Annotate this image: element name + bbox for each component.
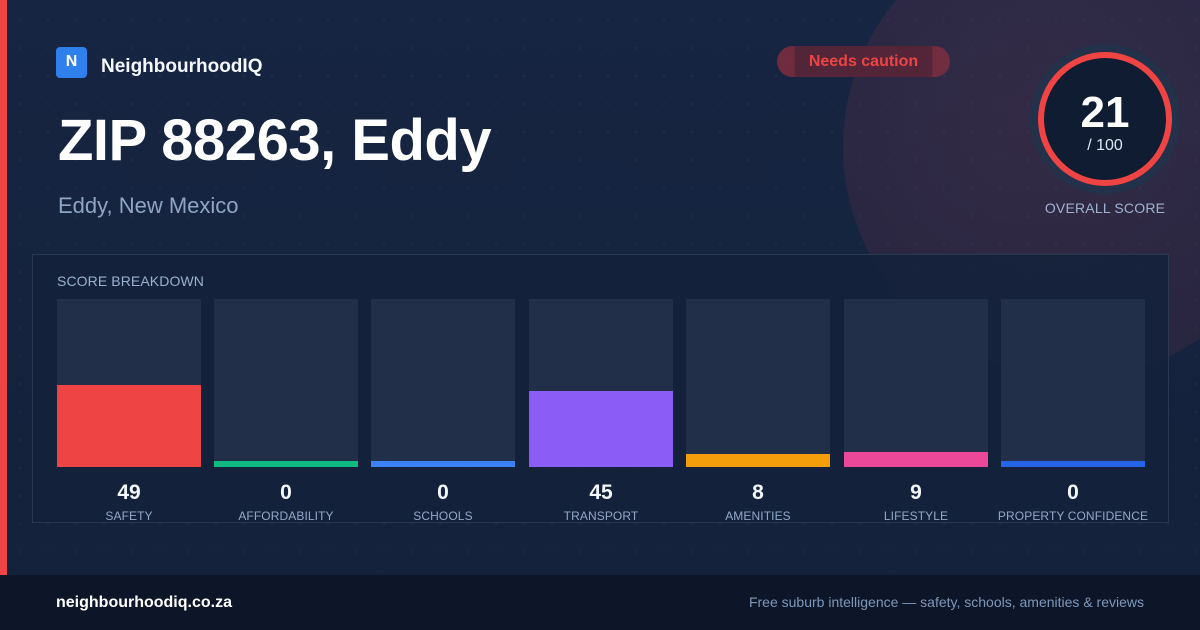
metric-schools: 0 SCHOOLS <box>371 299 515 523</box>
score-ring-inner-fill <box>1041 55 1169 183</box>
metric-label: PROPERTY CONFIDENCE <box>997 509 1149 523</box>
metric-affordability: 0 AFFORDABILITY <box>214 299 358 523</box>
score-breakdown-bars: 49 SAFETY 0 AFFORDABILITY 0 SCHOOLS 45 TRANSPOR… <box>57 299 1148 523</box>
location-subtitle: Eddy, New Mexico <box>58 193 239 218</box>
metric-value: 9 <box>910 481 922 504</box>
metric-value: 45 <box>589 481 613 504</box>
overall-score-center: 21 / 100 <box>1028 42 1182 196</box>
score-breakdown-title: SCORE BREAKDOWN <box>57 273 204 289</box>
metric-safety: 49 SAFETY <box>57 299 201 523</box>
score-ring-progress <box>1038 52 1172 186</box>
status-badge: Needs caution <box>777 46 950 77</box>
metric-bar-fill <box>1001 461 1145 467</box>
metric-label: SAFETY <box>105 509 153 523</box>
metric-value: 0 <box>437 481 449 504</box>
metric-value: 0 <box>280 481 292 504</box>
overall-score-label: OVERALL SCORE <box>1044 200 1166 216</box>
metric-bar-fill <box>844 452 988 467</box>
metric-bar-fill <box>214 461 358 467</box>
metric-property-confidence: 0 PROPERTY CONFIDENCE <box>998 299 1148 523</box>
metric-label: AMENITIES <box>725 509 791 523</box>
page-title: ZIP 88263, Eddy <box>58 108 492 173</box>
metric-value: 49 <box>117 481 141 504</box>
footer: neighbourhoodiq.co.za Free suburb intell… <box>0 575 1200 630</box>
metric-bar-fill <box>371 461 515 467</box>
metric-amenities: 8 AMENITIES <box>686 299 830 523</box>
metric-bar-track <box>529 299 673 467</box>
metric-label: LIFESTYLE <box>883 509 949 523</box>
metric-label: SCHOOLS <box>413 509 473 523</box>
metric-label: AFFORDABILITY <box>238 509 334 523</box>
metric-value: 0 <box>1067 481 1079 504</box>
brand-header: N NeighbourhoodIQ <box>56 46 262 78</box>
metric-value: 8 <box>752 481 764 504</box>
overall-score-ring <box>1030 44 1180 194</box>
footer-site: neighbourhoodiq.co.za <box>56 594 232 611</box>
overall-score-widget: 21 / 100 OVERALL SCORE <box>1028 42 1182 222</box>
metric-bar-track <box>214 299 358 467</box>
metric-bar-track <box>371 299 515 467</box>
metric-label: TRANSPORT <box>563 509 639 523</box>
metric-bar-track <box>686 299 830 467</box>
metric-bar-track <box>1001 299 1145 467</box>
brand-name: NeighbourhoodIQ <box>101 56 263 77</box>
metric-bar-fill <box>686 454 830 467</box>
metric-transport: 45 TRANSPORT <box>529 299 673 523</box>
metric-bar-fill <box>57 385 201 467</box>
footer-tagline: Free suburb intelligence — safety, schoo… <box>748 594 1144 610</box>
score-breakdown-panel: SCORE BREAKDOWN 49 SAFETY 0 AFFORDABILITY 0 S… <box>32 254 1169 523</box>
metric-bar-track <box>57 299 201 467</box>
metric-lifestyle: 9 LIFESTYLE <box>844 299 988 523</box>
left-accent-bar <box>0 0 7 575</box>
brand-logo: N <box>56 46 87 78</box>
overall-score-max: / 100 <box>1087 137 1123 155</box>
overall-score-value: 21 <box>1080 88 1130 138</box>
metric-bar-fill <box>529 391 673 467</box>
metric-bar-track <box>844 299 988 467</box>
